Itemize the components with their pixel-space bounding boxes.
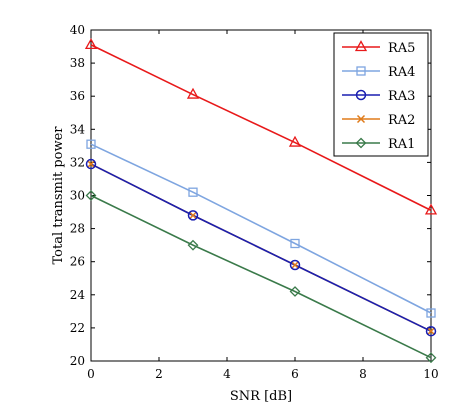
data-point-ra1 <box>85 190 97 201</box>
data-point-ra2 <box>426 327 436 336</box>
series-line-ra4 <box>90 143 432 314</box>
legend-marker-ra4 <box>356 66 366 76</box>
data-point-ra3 <box>85 158 97 170</box>
data-point-ra2 <box>188 211 198 220</box>
marker-stroke <box>86 160 96 169</box>
y-tick-label: 28 <box>70 222 85 236</box>
x-tick-label: 8 <box>359 367 367 381</box>
legend-label-ra4: RA4 <box>388 65 415 80</box>
data-point-ra4 <box>86 139 96 149</box>
legend-marker-ra3 <box>355 89 367 101</box>
x-tick-label: 2 <box>155 367 163 381</box>
data-point-ra4 <box>290 238 300 249</box>
y-axis-label: Total transmit power <box>51 126 66 265</box>
y-tick-label: 20 <box>70 354 85 368</box>
legend-marker-ra1 <box>355 137 367 149</box>
y-tick-label: 24 <box>70 288 86 302</box>
data-point-ra3 <box>425 325 437 337</box>
data-point-ra1 <box>289 286 301 297</box>
data-point-ra1 <box>187 239 199 251</box>
marker-stroke <box>356 114 366 124</box>
legend-label-ra5: RA5 <box>388 41 415 56</box>
marker-stroke <box>290 260 300 270</box>
x-tick-label: 4 <box>223 367 231 381</box>
data-point-ra3 <box>289 259 301 271</box>
y-tick-label: 38 <box>70 56 85 70</box>
data-point-ra5 <box>424 203 438 215</box>
data-point-ra4 <box>188 187 198 197</box>
data-point-ra2 <box>86 160 96 169</box>
x-tick-label: 6 <box>291 367 299 381</box>
series-line-ra3 <box>90 163 432 332</box>
y-tick-label: 32 <box>70 155 85 169</box>
series-line-ra5 <box>90 44 432 212</box>
y-tick-label: 30 <box>70 189 85 203</box>
legend-marker-ra5 <box>354 40 368 52</box>
data-point-ra1 <box>425 352 437 364</box>
legend-marker-ra2 <box>356 114 366 124</box>
y-tick-label: 40 <box>70 23 85 37</box>
series-line-ra1 <box>90 194 432 359</box>
data-point-ra5 <box>288 135 302 147</box>
x-tick-label: 0 <box>87 367 95 381</box>
data-point-ra5 <box>186 87 200 99</box>
data-point-ra4 <box>426 308 436 318</box>
legend-label-ra1: RA1 <box>388 137 415 152</box>
data-point-ra3 <box>187 210 199 221</box>
marker-stroke <box>188 211 198 220</box>
x-axis-label: SNR [dB] <box>230 389 292 404</box>
legend-label-ra2: RA2 <box>388 113 415 128</box>
y-tick-label: 36 <box>70 89 85 103</box>
data-point-ra5 <box>84 38 98 50</box>
y-tick-label: 34 <box>70 122 86 136</box>
marker-stroke <box>426 327 436 336</box>
legend-label-ra3: RA3 <box>388 89 415 104</box>
y-tick-label: 22 <box>70 321 85 335</box>
data-point-ra2 <box>290 260 300 270</box>
x-tick-label: 10 <box>423 367 438 381</box>
y-tick-label: 26 <box>70 255 85 269</box>
